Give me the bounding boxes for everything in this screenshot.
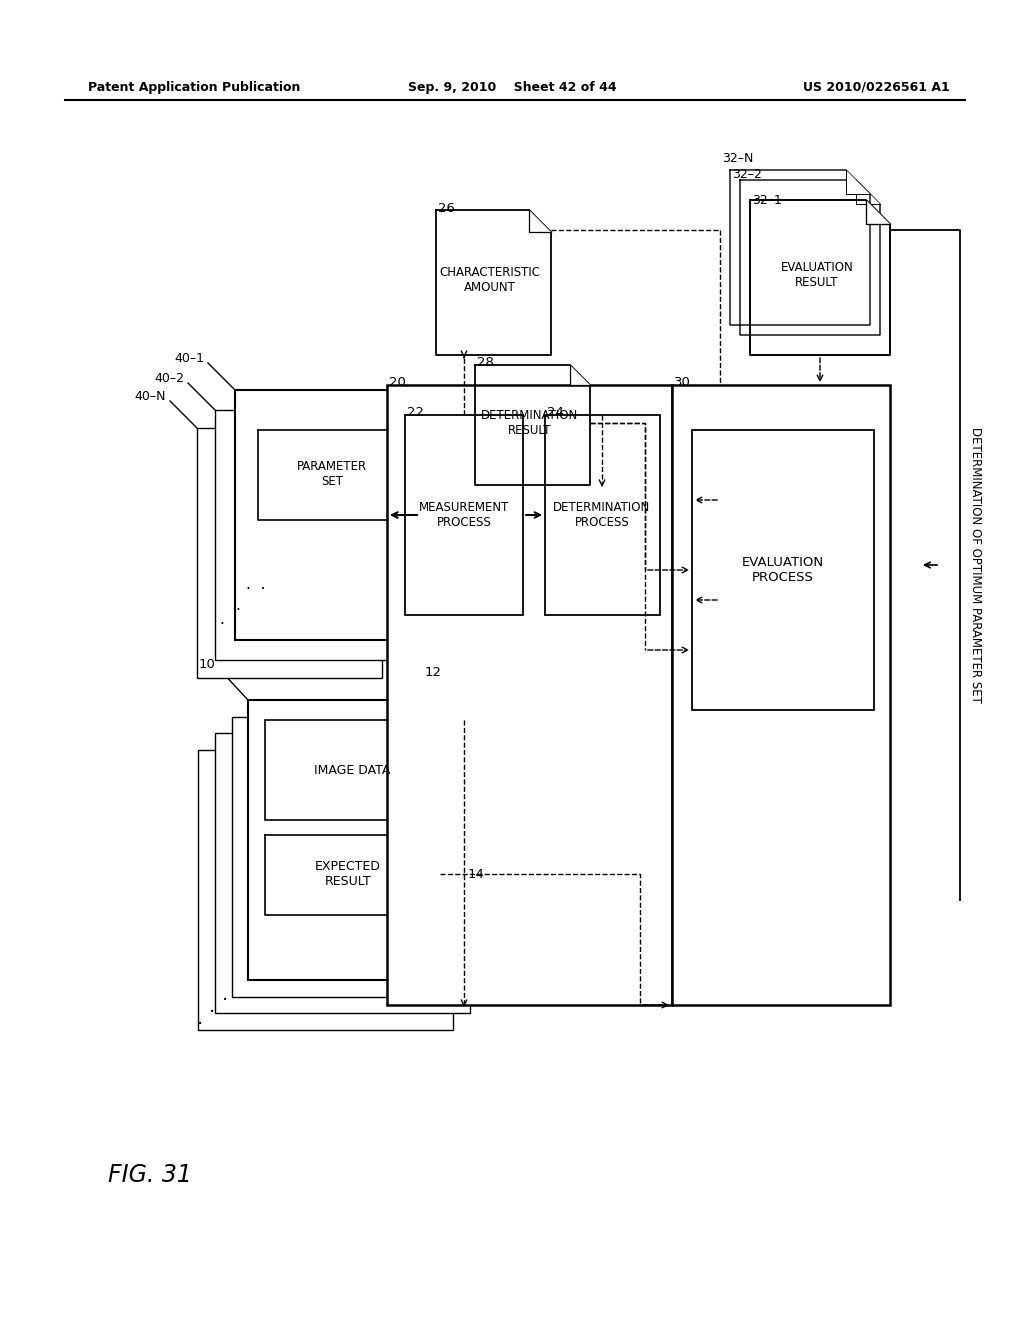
Text: EVALUATION
PROCESS: EVALUATION PROCESS	[742, 556, 824, 583]
Bar	[387, 385, 672, 1005]
Text: Sep. 9, 2010    Sheet 42 of 44: Sep. 9, 2010 Sheet 42 of 44	[408, 81, 616, 94]
Text: ·: ·	[209, 1002, 215, 1022]
Text: 40–1: 40–1	[174, 351, 204, 364]
Bar	[198, 750, 453, 1030]
Text: 32–1: 32–1	[752, 194, 782, 206]
Bar	[197, 428, 382, 678]
Text: 14: 14	[468, 867, 485, 880]
Text: ·: ·	[236, 602, 241, 618]
Text: 12: 12	[425, 665, 442, 678]
Text: PARAMETER
SET: PARAMETER SET	[297, 459, 367, 488]
Text: FIG. 31: FIG. 31	[108, 1163, 191, 1187]
Text: 10: 10	[198, 659, 215, 672]
Text: US 2010/0226561 A1: US 2010/0226561 A1	[803, 81, 950, 94]
Text: 32–N: 32–N	[722, 152, 754, 165]
Text: MEASUREMENT
PROCESS: MEASUREMENT PROCESS	[419, 502, 509, 529]
Bar	[545, 414, 660, 615]
Bar	[406, 414, 523, 615]
Bar	[672, 385, 890, 1005]
Text: 40–N: 40–N	[134, 389, 166, 403]
Polygon shape	[391, 430, 413, 451]
Text: ·: ·	[222, 990, 228, 1010]
Text: 20: 20	[389, 376, 406, 389]
Bar	[692, 430, 874, 710]
Text: 22: 22	[407, 407, 424, 420]
Text: 26: 26	[438, 202, 455, 214]
Bar	[248, 700, 503, 979]
Text: ·: ·	[197, 1015, 203, 1034]
Text: 40–2: 40–2	[154, 371, 184, 384]
Polygon shape	[856, 180, 880, 205]
Text: ·  ·: · ·	[246, 582, 266, 598]
Text: 28: 28	[477, 356, 494, 370]
Bar	[234, 389, 420, 640]
Text: 32–2: 32–2	[732, 169, 762, 181]
Bar	[232, 717, 487, 997]
Text: 30: 30	[674, 376, 691, 389]
Text: EVALUATION
RESULT: EVALUATION RESULT	[780, 261, 853, 289]
Text: DETERMINATION OF OPTIMUM PARAMETER SET: DETERMINATION OF OPTIMUM PARAMETER SET	[969, 428, 981, 704]
Polygon shape	[750, 201, 890, 355]
Bar	[215, 411, 400, 660]
Polygon shape	[418, 836, 440, 857]
Text: EXPECTED
RESULT: EXPECTED RESULT	[315, 861, 381, 888]
Text: IMAGE DATA: IMAGE DATA	[313, 763, 390, 776]
Text: ·: ·	[219, 618, 224, 632]
Text: Patent Application Publication: Patent Application Publication	[88, 81, 300, 94]
Text: DETERMINATION
PROCESS: DETERMINATION PROCESS	[553, 502, 650, 529]
Text: 24: 24	[547, 407, 564, 420]
Bar	[215, 733, 470, 1012]
Text: DETERMINATION
RESULT: DETERMINATION RESULT	[481, 409, 579, 437]
Bar	[265, 719, 440, 820]
Polygon shape	[529, 210, 551, 232]
Polygon shape	[846, 170, 870, 194]
Polygon shape	[866, 201, 890, 224]
Text: CHARACTERISTIC
AMOUNT: CHARACTERISTIC AMOUNT	[439, 267, 541, 294]
Polygon shape	[570, 366, 590, 385]
